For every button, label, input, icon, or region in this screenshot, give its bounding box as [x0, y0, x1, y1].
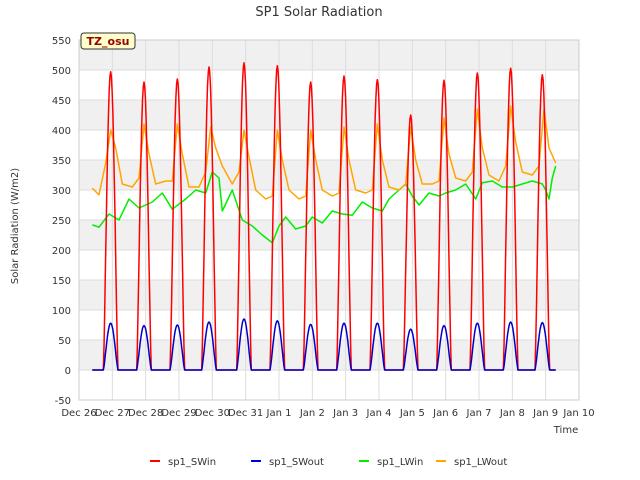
plot-band	[79, 220, 579, 250]
x-tick-label: Jan 10	[562, 408, 594, 419]
y-tick-label: 50	[58, 336, 71, 347]
legend-label: sp1_SWout	[269, 457, 324, 468]
y-tick-labels: -50 0 50 100 150 200 250 300 350 400 450 500 550	[52, 36, 71, 407]
y-tick-label: 200	[52, 246, 71, 257]
y-tick-label: 500	[52, 66, 71, 77]
x-tick-label: Jan 4	[366, 408, 392, 419]
x-tick-label: Jan 3	[332, 408, 358, 419]
plot-band	[79, 100, 579, 130]
series-layer	[91, 62, 557, 371]
plot-band	[79, 340, 579, 370]
y-tick-label: 250	[52, 216, 71, 227]
legend-label: sp1_LWin	[377, 457, 423, 468]
y-tick-label: 550	[52, 36, 71, 47]
x-tick-label: Jan 9	[532, 408, 558, 419]
y-tick-label: 400	[52, 126, 71, 137]
chart-title: SP1 Solar Radiation	[255, 5, 382, 20]
x-tick-label: Dec 27	[95, 408, 130, 419]
x-tick-label: Jan 1	[266, 408, 292, 419]
plot-band	[79, 160, 579, 190]
x-axis-title: Time	[553, 425, 578, 436]
x-tick-label: Jan 2	[299, 408, 325, 419]
site-label: TZ_osu	[87, 35, 130, 48]
plot-band	[79, 40, 579, 70]
x-tick-label: Jan 8	[499, 408, 525, 419]
x-tick-label: Dec 29	[161, 408, 196, 419]
x-tick-label: Dec 31	[228, 408, 263, 419]
plot-frame	[78, 39, 580, 401]
x-tick-label: Dec 30	[195, 408, 230, 419]
plot-band	[79, 280, 579, 310]
series-line-sp1_SWout	[92, 318, 556, 371]
series-line-sp1_LWin	[92, 165, 557, 244]
plot-bands	[79, 40, 579, 370]
y-tick-label: 100	[52, 306, 71, 317]
y-tick-label: -50	[55, 396, 71, 407]
x-tick-label: Jan 6	[432, 408, 458, 419]
y-tick-label: 450	[52, 96, 71, 107]
legend-label: sp1_LWout	[454, 457, 507, 468]
legend-label: sp1_SWin	[168, 457, 216, 468]
legend: sp1_SWin sp1_SWout sp1_LWin sp1_LWout	[150, 457, 507, 468]
x-tick-label: Dec 28	[128, 408, 163, 419]
x-tick-label: Jan 7	[466, 408, 492, 419]
y-tick-label: 150	[52, 276, 71, 287]
y-tick-label: 0	[65, 366, 71, 377]
y-tick-label: 300	[52, 186, 71, 197]
x-tick-label: Jan 5	[399, 408, 425, 419]
site-label-box: TZ_osu	[80, 32, 136, 50]
y-axis-title: Solar Radiation (W/m2)	[10, 168, 21, 284]
x-tick-label: Dec 26	[61, 408, 96, 419]
y-tick-label: 350	[52, 156, 71, 167]
